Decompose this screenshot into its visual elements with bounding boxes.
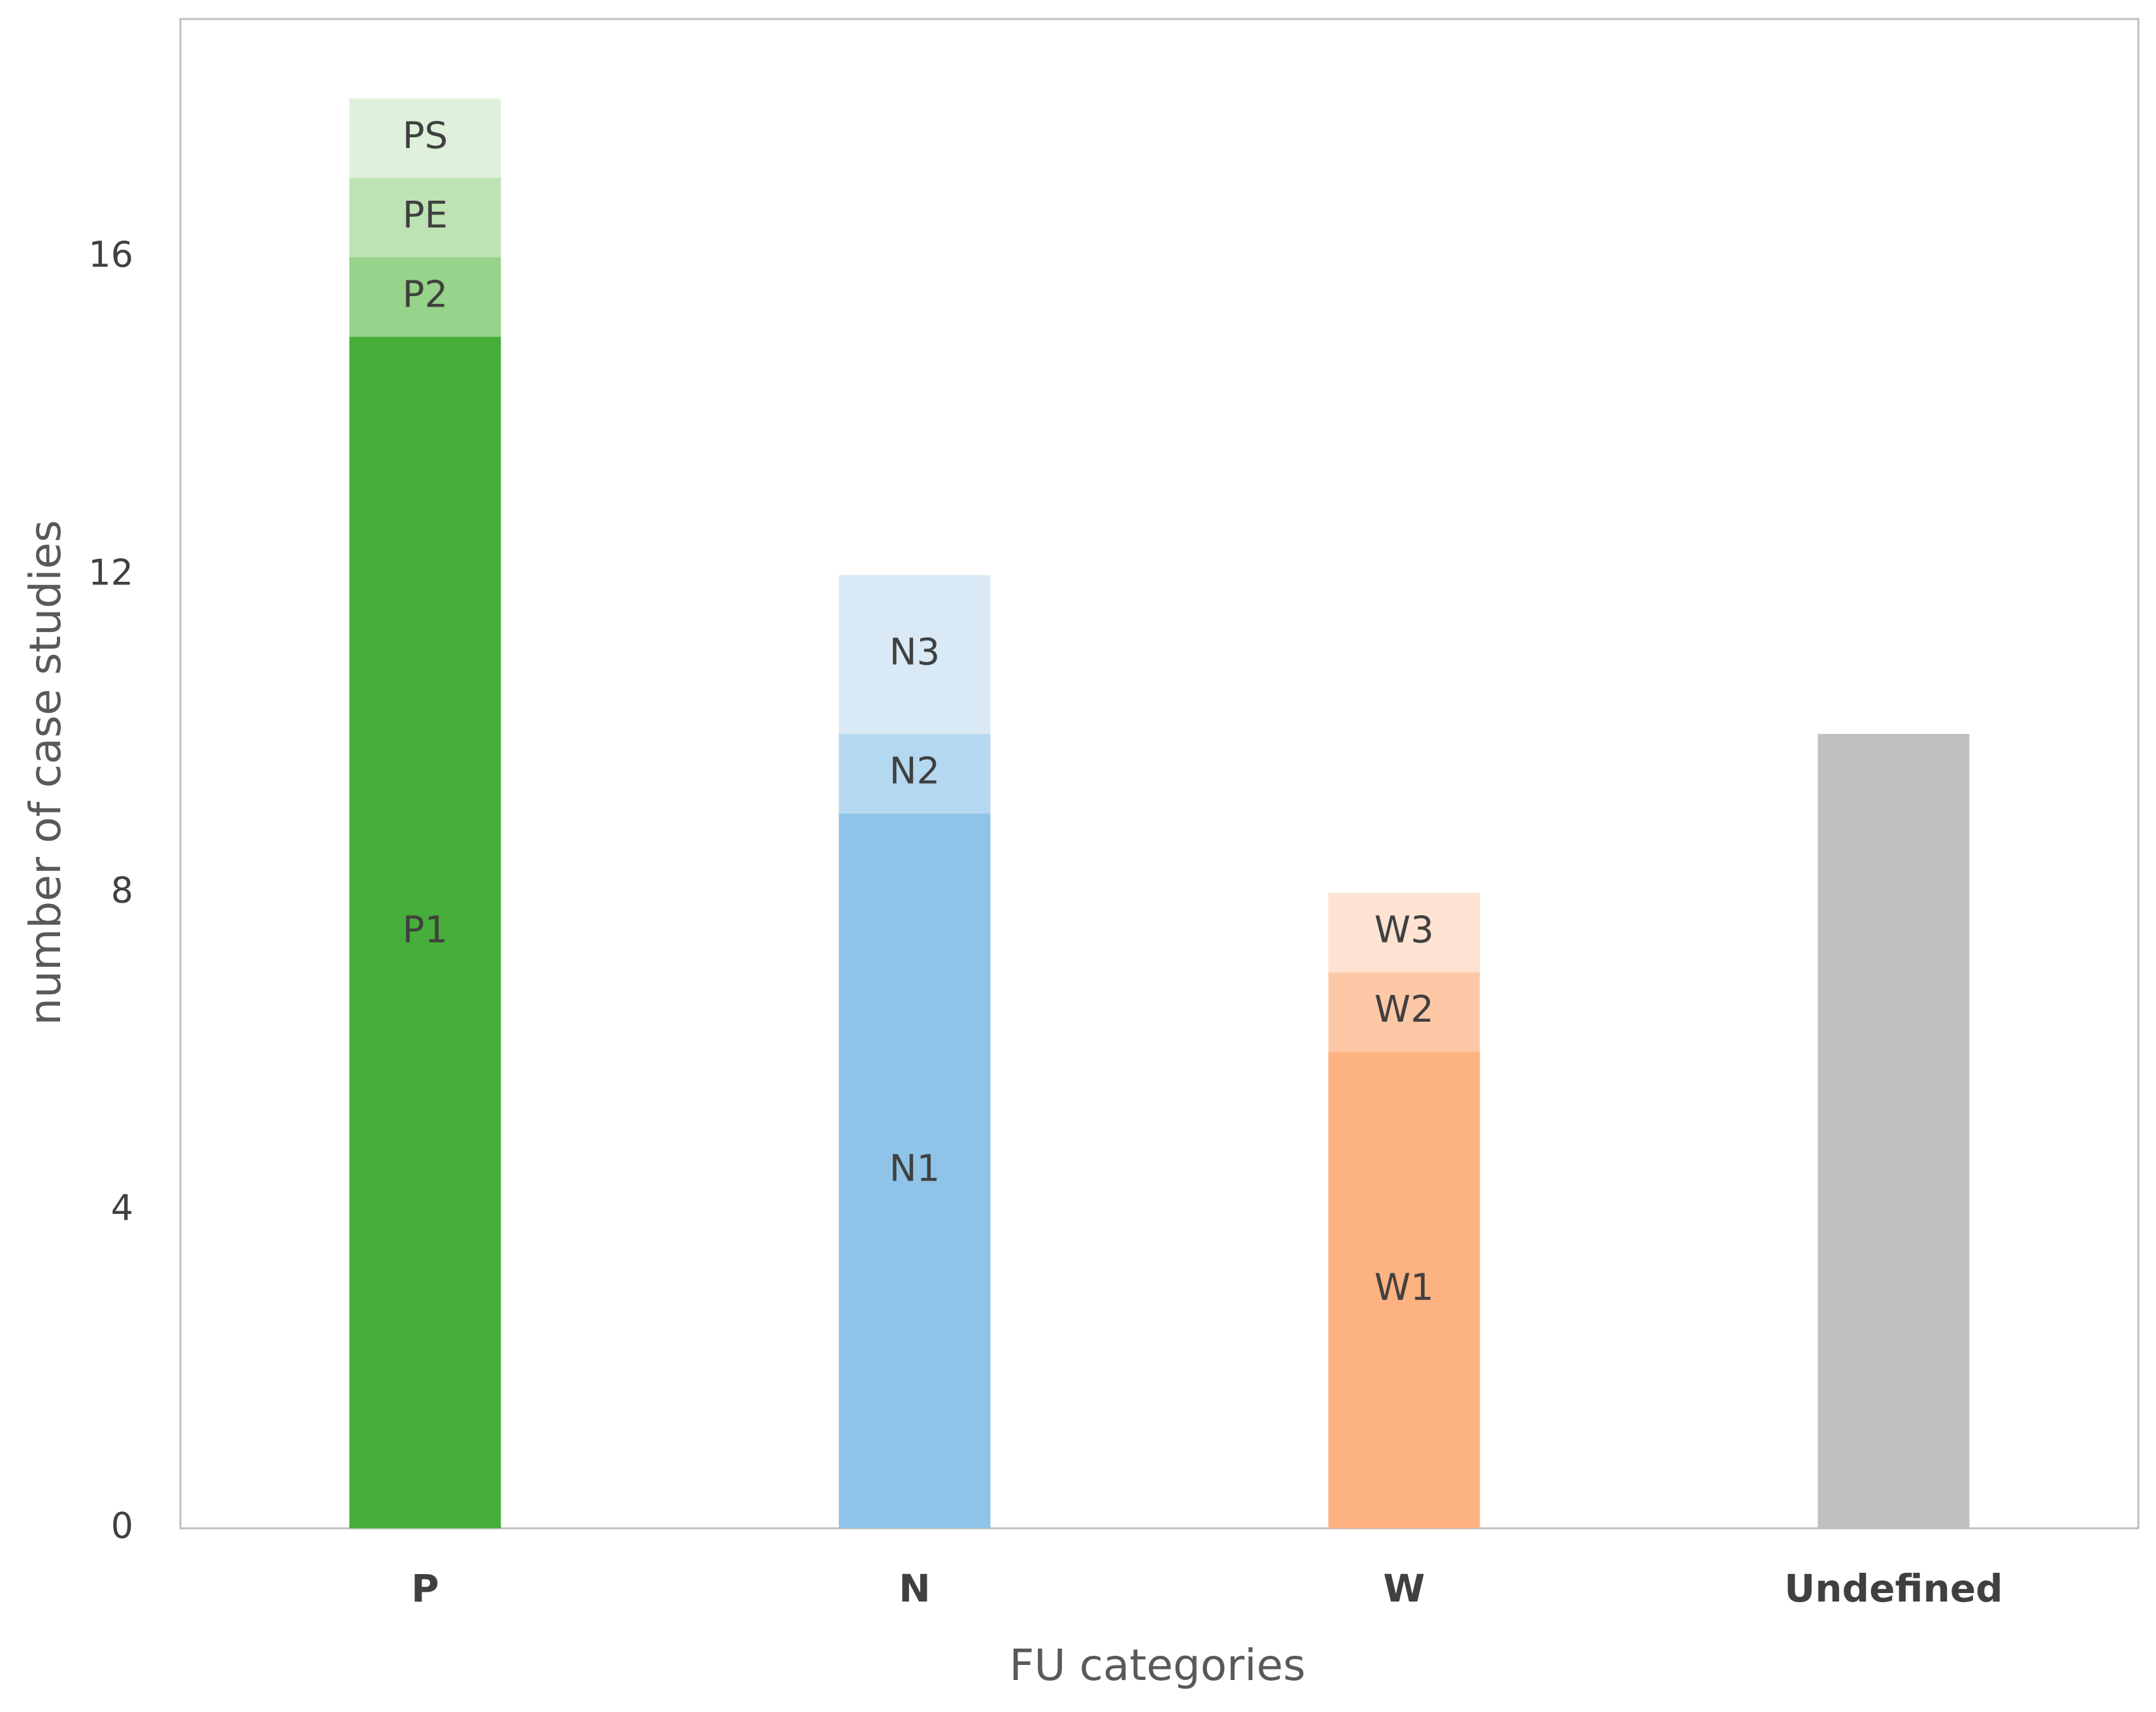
segment-label: W3 [1374,909,1434,952]
bar-segment [838,813,991,1528]
x-tick-label: P [411,1566,439,1611]
y-axis-title: number of case studies [20,520,71,1025]
segment-label: W1 [1374,1267,1434,1309]
bar-segment [349,257,501,337]
segment-label: W2 [1374,988,1434,1031]
bar-segment [349,178,501,258]
y-tick-label: 0 [111,1505,133,1547]
x-tick-label: W [1384,1566,1425,1611]
segment-label: N2 [889,750,940,793]
y-tick-label: 4 [111,1188,133,1229]
bar-segment [838,733,991,814]
segment-label: N3 [889,631,940,673]
plot-frame [179,18,2140,1530]
segment-label: P1 [403,909,448,952]
y-tick-label: 8 [111,869,133,911]
bar-segment [1328,972,1480,1052]
bar-segment [1328,1051,1480,1528]
bar-segment [1817,733,1970,1528]
segment-label: P2 [403,273,448,316]
x-axis-title: FU categories [1009,1640,1305,1690]
y-tick-label: 12 [88,552,133,593]
segment-label: PS [403,114,448,157]
bar-segment [349,98,501,178]
segment-label: PE [403,194,448,237]
bar-segment [349,337,501,1529]
segment-label: N1 [889,1147,940,1190]
bar-segment [838,575,991,734]
x-tick-label: Undefined [1784,1566,2002,1611]
bar-segment [1328,892,1480,973]
x-tick-label: N [899,1566,931,1611]
y-tick-label: 16 [88,234,133,275]
